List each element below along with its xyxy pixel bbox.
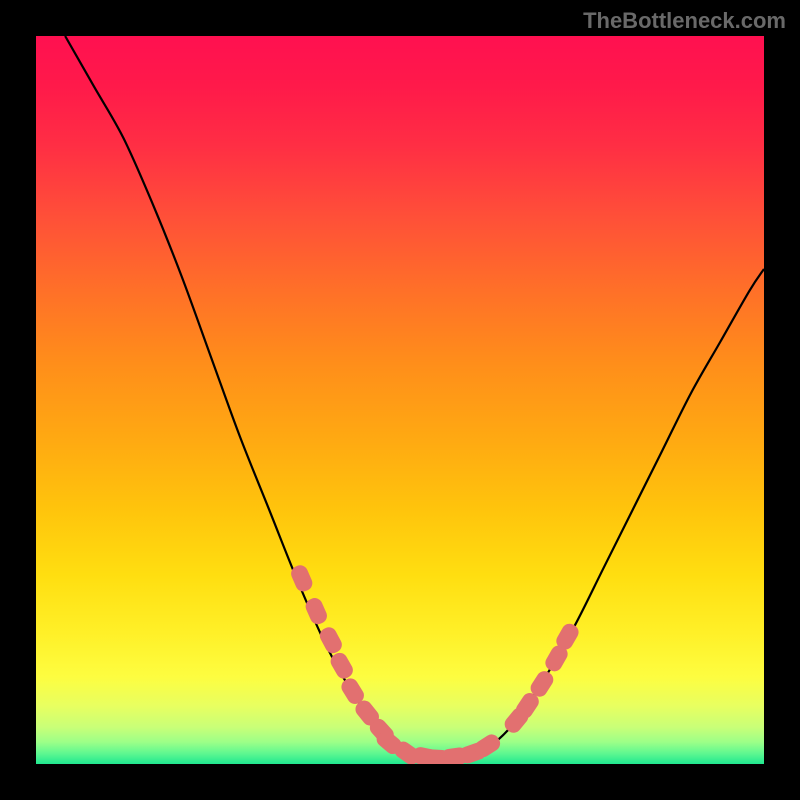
watermark-text: TheBottleneck.com (583, 8, 786, 34)
chart-background-gradient (36, 36, 764, 764)
bottleneck-chart (0, 0, 800, 800)
